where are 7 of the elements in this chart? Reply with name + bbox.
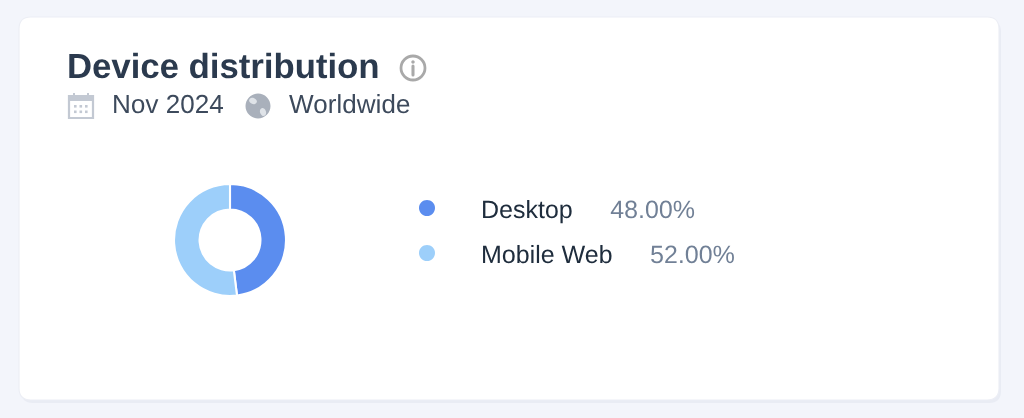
legend-label: Desktop (483, 199, 572, 224)
text: Worldwide (289, 94, 410, 114)
chart-subtitle: Nov 2024 (114, 94, 224, 114)
legend-label: Mobile Web (483, 244, 612, 264)
data-label: 48.00% (610, 200, 695, 219)
data-label: 52.00% (651, 245, 734, 264)
chart-title: Device distribution (69, 52, 378, 79)
